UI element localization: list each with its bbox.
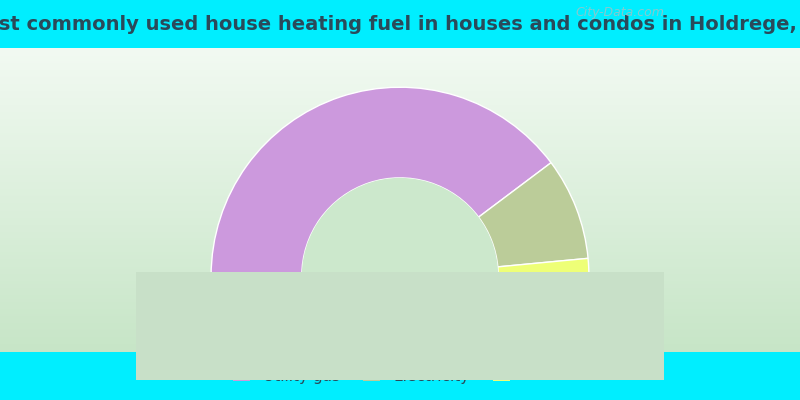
Wedge shape [498, 258, 589, 276]
Bar [117, 272, 683, 390]
Wedge shape [211, 87, 551, 276]
Wedge shape [478, 163, 588, 267]
Legend: Utility gas, Electricity, Other: Utility gas, Electricity, Other [226, 362, 574, 390]
Text: Most commonly used house heating fuel in houses and condos in Holdrege, NE: Most commonly used house heating fuel in… [0, 14, 800, 34]
Text: City-Data.com: City-Data.com [575, 6, 665, 19]
Circle shape [302, 178, 498, 374]
